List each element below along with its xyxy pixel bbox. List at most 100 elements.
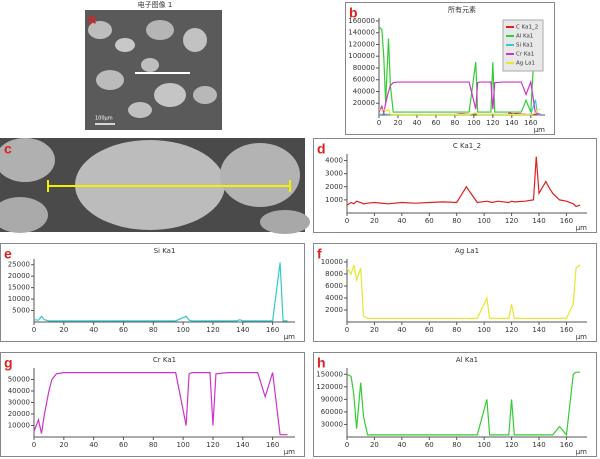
- x-tick-label: 80: [452, 441, 461, 449]
- y-tick-label: 150000: [316, 370, 343, 378]
- legend-label: Si Ka1: [516, 43, 533, 49]
- x-tick-label: 140: [505, 119, 518, 127]
- x-tick-label: 20: [370, 217, 379, 225]
- data-line: [378, 108, 541, 116]
- x-tick-label: 80: [452, 217, 461, 225]
- x-tick-label: 120: [206, 441, 219, 449]
- chart-title: Cr Ka1: [153, 356, 176, 364]
- y-tick-label: 10000: [321, 258, 343, 266]
- panel-label: h: [317, 355, 326, 371]
- y-tick-label: 40000: [8, 387, 30, 395]
- x-tick-label: 60: [425, 326, 434, 334]
- x-tick-label: 40: [89, 441, 98, 449]
- x-tick-label: 160: [266, 441, 279, 449]
- x-tick-label: 40: [89, 326, 98, 334]
- legend-label: Al Ka1: [516, 34, 533, 40]
- chart-title: Ag La1: [455, 247, 479, 255]
- x-tick-label: 40: [397, 217, 406, 225]
- x-tick-label: 20: [370, 441, 379, 449]
- x-tick-label: 100: [477, 217, 490, 225]
- y-tick-label: 5000: [12, 307, 30, 315]
- y-tick-label: 20000: [8, 410, 30, 418]
- legend-label: Ag La1: [516, 61, 535, 67]
- data-line: [33, 372, 288, 436]
- panel-label: b: [349, 5, 358, 21]
- y-tick-label: 20000: [353, 99, 375, 107]
- x-tick-label: 60: [425, 217, 434, 225]
- y-tick-label: 1000: [325, 196, 343, 204]
- x-tick-label: 40: [412, 119, 421, 127]
- x-tick-label: 0: [345, 326, 349, 334]
- x-axis-label: μm: [576, 333, 587, 341]
- x-tick-label: 120: [486, 119, 499, 127]
- x-tick-label: 120: [505, 326, 518, 334]
- y-tick-label: 60000: [353, 76, 375, 84]
- x-axis-label: μm: [576, 224, 587, 232]
- scale-label: 100μm: [95, 116, 113, 122]
- x-tick-label: 160: [560, 441, 573, 449]
- x-tick-label: 120: [206, 326, 219, 334]
- data-line: [378, 23, 541, 113]
- legend-label: Cr Ka1: [516, 52, 534, 58]
- x-tick-label: 60: [119, 326, 128, 334]
- y-tick-label: 15000: [8, 284, 30, 292]
- y-tick-label: 6000: [325, 282, 343, 290]
- y-tick-label: 4000: [325, 294, 343, 302]
- sem-image-a: [85, 10, 222, 130]
- legend-label: C Ka1_2: [516, 25, 538, 31]
- data-line: [346, 156, 581, 208]
- x-tick-label: 80: [450, 119, 459, 127]
- y-tick-label: 100000: [348, 52, 375, 60]
- y-tick-label: 60000: [321, 408, 343, 416]
- x-tick-label: 0: [32, 326, 36, 334]
- sem-image-c: [0, 138, 310, 234]
- y-tick-label: 25000: [8, 261, 30, 269]
- y-tick-label: 120000: [348, 40, 375, 48]
- panel-label: c: [4, 141, 12, 157]
- y-tick-label: 160000: [348, 17, 375, 25]
- panel-frame: [313, 243, 597, 342]
- panel-label: f: [317, 246, 322, 262]
- x-tick-label: 60: [119, 441, 128, 449]
- x-tick-label: 160: [560, 326, 573, 334]
- y-tick-label: 90000: [321, 395, 343, 403]
- x-tick-label: 140: [532, 326, 545, 334]
- y-tick-label: 4000: [325, 157, 343, 165]
- x-tick-label: 100: [467, 119, 480, 127]
- x-tick-label: 100: [477, 441, 490, 449]
- x-tick-label: 120: [505, 441, 518, 449]
- y-tick-label: 140000: [348, 29, 375, 37]
- x-axis-label: μm: [284, 448, 295, 456]
- x-tick-label: 0: [377, 119, 381, 127]
- y-tick-label: 30000: [8, 399, 30, 407]
- data-line: [346, 264, 581, 319]
- x-tick-label: 160: [266, 326, 279, 334]
- chart-title: 所有元素: [448, 5, 476, 14]
- y-tick-label: 10000: [8, 295, 30, 303]
- x-tick-label: 0: [32, 441, 36, 449]
- panel-label: a: [88, 11, 96, 27]
- y-tick-label: 10000: [8, 422, 30, 430]
- x-tick-label: 0: [345, 441, 349, 449]
- x-tick-label: 80: [149, 326, 158, 334]
- x-tick-label: 140: [236, 326, 249, 334]
- x-tick-label: 20: [59, 326, 68, 334]
- panel-label: g: [4, 355, 13, 371]
- panel-label: e: [4, 246, 12, 262]
- chart-title: Al Ka1: [456, 356, 478, 364]
- y-tick-label: 30000: [321, 420, 343, 428]
- y-tick-label: 8000: [325, 270, 343, 278]
- y-tick-label: 3000: [325, 170, 343, 178]
- data-line: [346, 371, 581, 437]
- x-tick-label: 40: [397, 326, 406, 334]
- y-tick-label: 20000: [8, 272, 30, 280]
- chart-title: Si Ka1: [154, 247, 176, 255]
- x-tick-label: 140: [532, 217, 545, 225]
- y-tick-label: 2000: [325, 306, 343, 314]
- panel-frame: [0, 243, 305, 342]
- x-axis-label: μm: [284, 333, 295, 341]
- y-tick-label: 120000: [316, 383, 343, 391]
- x-tick-label: 140: [236, 441, 249, 449]
- x-tick-label: 60: [431, 119, 440, 127]
